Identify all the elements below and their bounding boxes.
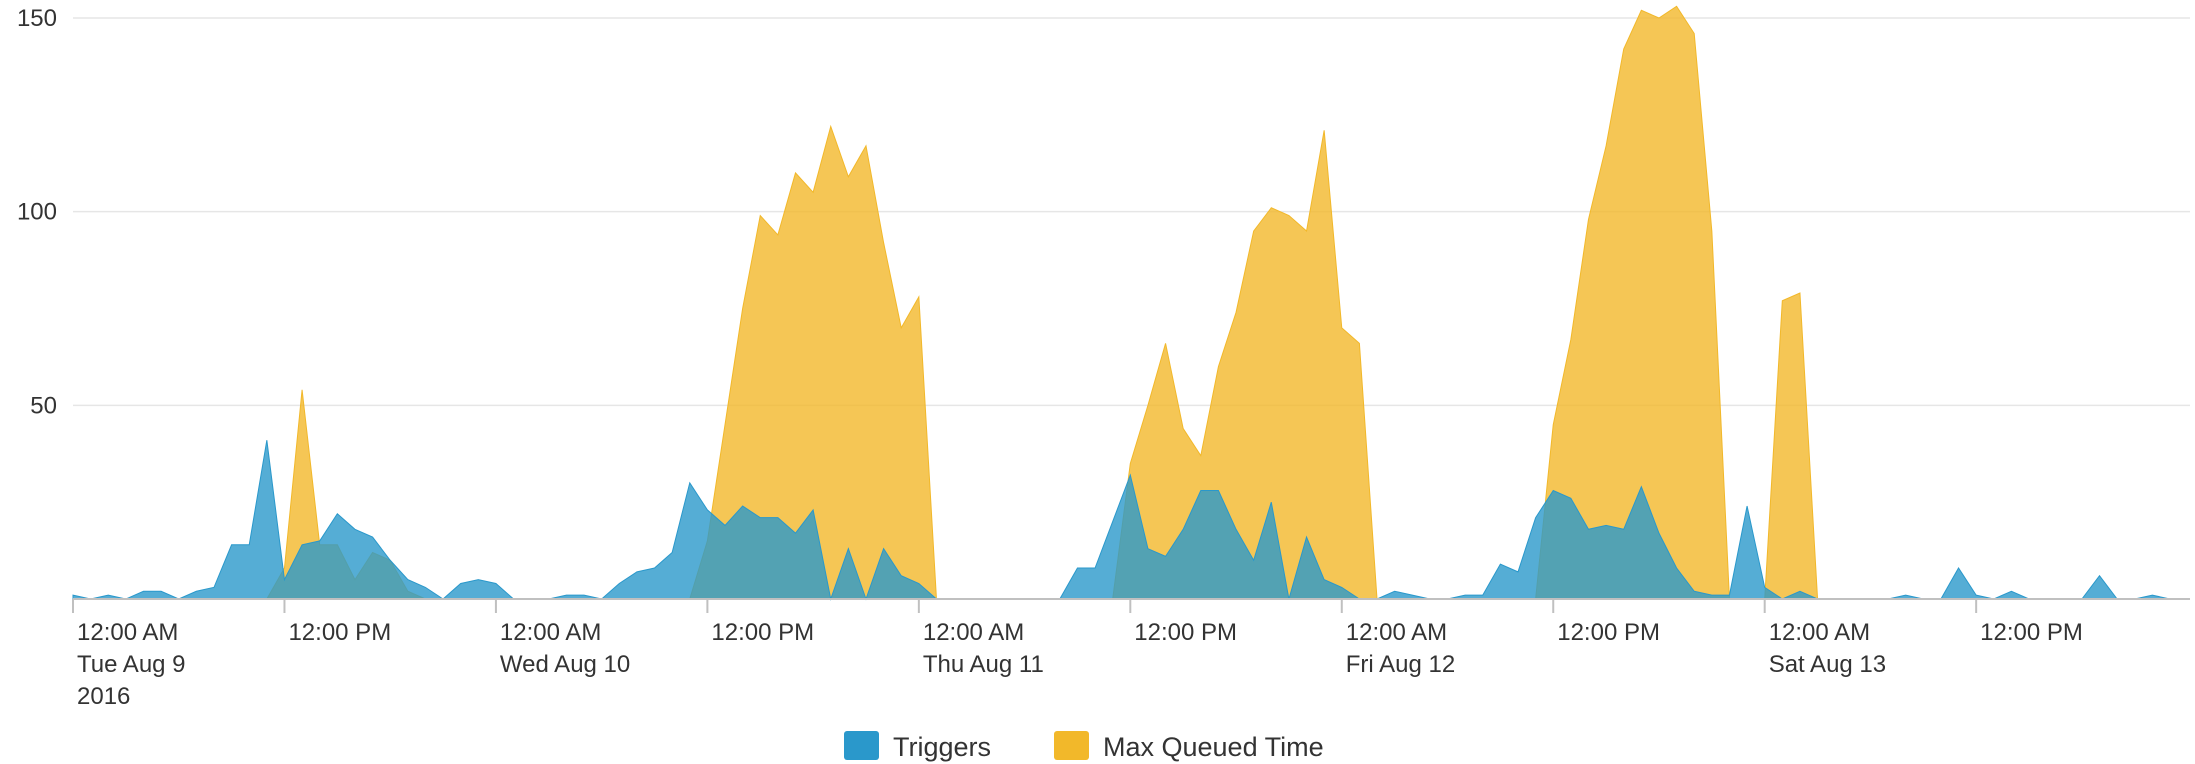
legend-label: Triggers [893,732,991,762]
x-tick-label: 2016 [77,683,130,710]
x-tick-label: 12:00 AM [923,619,1024,646]
y-tick-label: 100 [17,199,57,226]
x-tick-label: Fri Aug 12 [1346,651,1455,678]
x-tick-label: 12:00 AM [500,619,601,646]
x-tick-label: 12:00 AM [1346,619,1447,646]
x-tick-label: 12:00 PM [711,619,814,646]
y-tick-label: 50 [30,392,57,419]
legend-swatch [844,731,879,760]
x-tick-label: 12:00 PM [1557,619,1660,646]
legend-label: Max Queued Time [1103,732,1324,762]
legend-swatch [1054,731,1089,760]
y-tick-label: 150 [17,5,57,32]
area [72,440,2171,601]
x-tick-label: 12:00 AM [77,619,178,646]
x-tick-label: 12:00 PM [288,619,391,646]
x-tick-label: Wed Aug 10 [500,651,630,678]
x-tick-label: 12:00 AM [1769,619,1870,646]
x-tick-label: Tue Aug 9 [77,651,186,678]
x-tick-label: 12:00 PM [1980,619,2083,646]
x-tick-label: Thu Aug 11 [923,651,1044,678]
x-tick-label: 12:00 PM [1134,619,1237,646]
x-tick-label: Sat Aug 13 [1769,651,1886,678]
